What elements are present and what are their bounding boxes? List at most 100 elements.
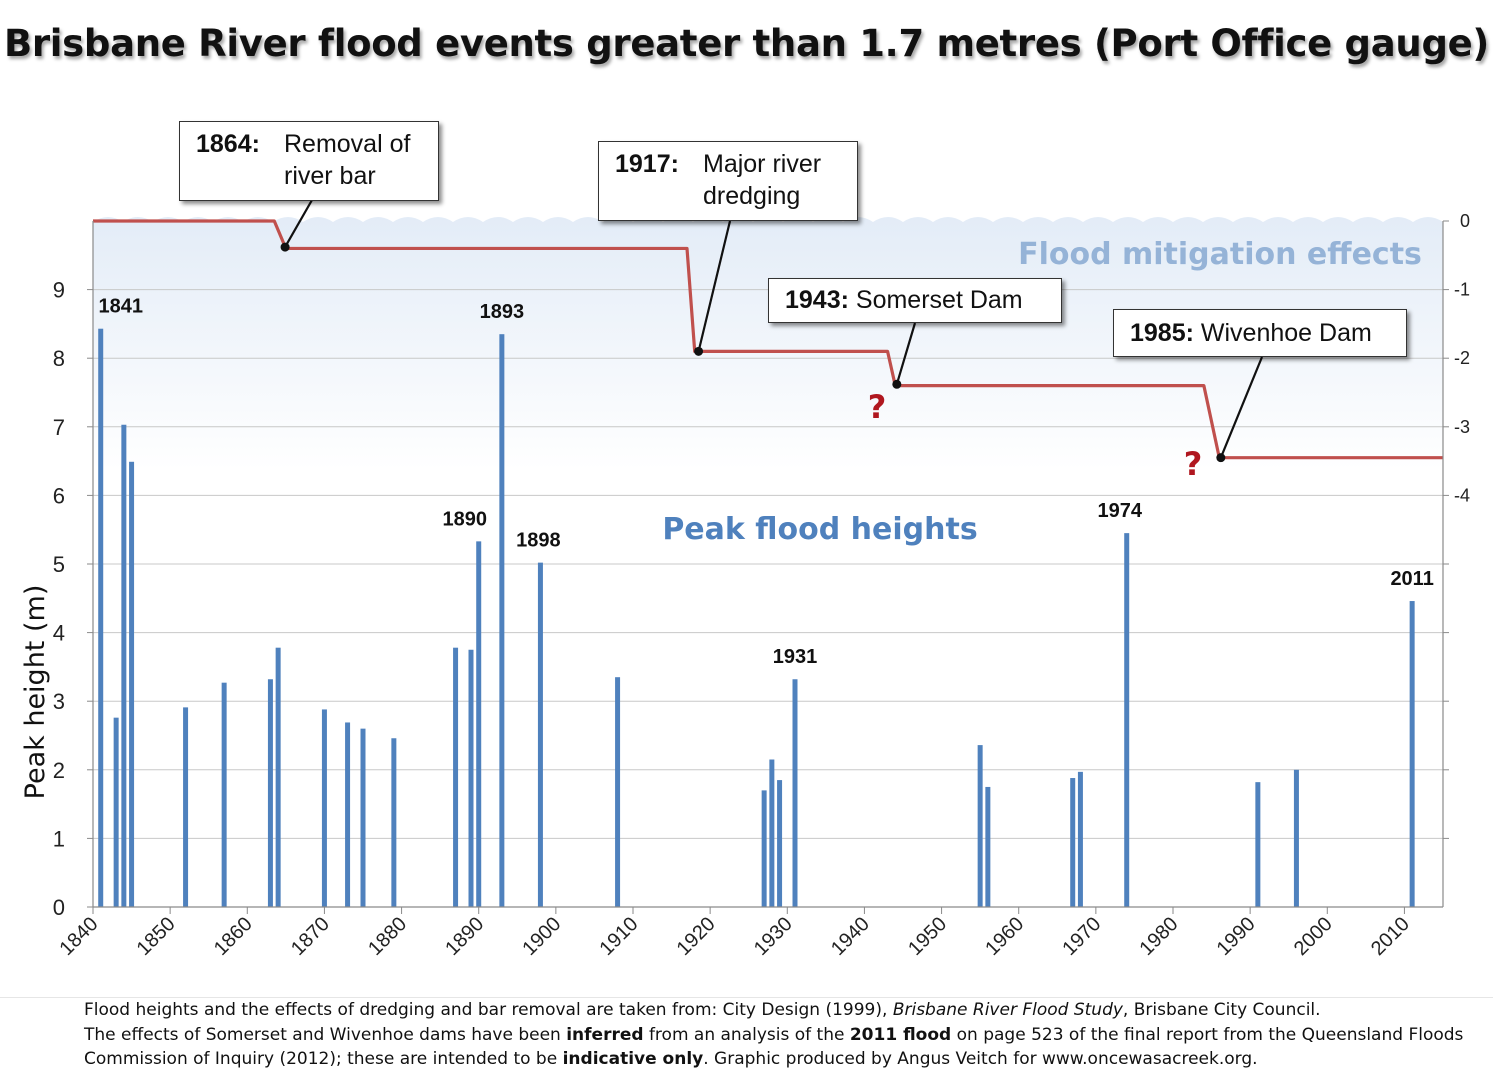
flood-bar-1890 (476, 541, 482, 907)
flood-bar-1967 (1070, 778, 1076, 907)
y-tick-label: 7 (53, 415, 65, 440)
flood-bar-1864 (275, 647, 281, 907)
callout-1864-year: 1864: (196, 130, 260, 158)
y-tick-label: 6 (53, 483, 65, 508)
y-tick-label: 8 (53, 346, 65, 371)
flood-bar-2011 (1409, 601, 1415, 907)
flood-bar-1996 (1293, 769, 1299, 907)
y-tick-label: 0 (53, 895, 65, 920)
x-tick-label: 1860 (210, 913, 257, 960)
question-mark-1985: ? (1184, 445, 1203, 483)
year-label-1890: 1890 (442, 508, 487, 530)
x-tick-label: 1960 (981, 913, 1028, 960)
footnote-line-1: Flood heights and the effects of dredgin… (84, 998, 1484, 1023)
footnote-text: . Graphic produced by Angus Veitch for w… (703, 1049, 1258, 1069)
callout-anchor-dot-1917 (694, 346, 704, 356)
chart-title: Brisbane River flood events greater than… (3, 22, 1490, 65)
callout-1864-text-line2: river bar (284, 162, 376, 190)
flood-bar-1857 (221, 682, 227, 907)
callout-1985-year: 1985: (1130, 319, 1194, 347)
callout-1943-year: 1943: (785, 286, 849, 314)
question-mark-1943: ? (868, 388, 887, 426)
flood-bar-1875 (360, 728, 366, 907)
callout-1985: 1985: Wivenhoe Dam (1113, 309, 1407, 357)
footnote-text: The effects of Somerset and Wivenhoe dam… (84, 1024, 567, 1045)
right-tick-label: -3 (1454, 417, 1470, 437)
callout-1917-text-line1: Major river (703, 150, 822, 178)
x-tick-label: 1890 (441, 913, 488, 960)
flood-bar-1870 (321, 709, 327, 907)
flood-bar-1893 (499, 334, 505, 907)
y-axis-label: Peak height (m) (20, 585, 51, 800)
callout-1917-year: 1917: (615, 150, 679, 178)
x-tick-label: 1980 (1136, 913, 1183, 960)
flood-bar-1843 (113, 717, 119, 907)
flood-bar-1931 (792, 679, 798, 907)
callout-anchor-dot-1985 (1216, 453, 1226, 463)
mitigation-step-line (93, 219, 1443, 460)
footnote-text: , Brisbane City Council. (1122, 1000, 1321, 1020)
year-label-1974: 1974 (1097, 500, 1142, 522)
flood-mitigation-label: Flood mitigation effects (1018, 237, 1422, 272)
flood-bar-1879 (391, 738, 397, 907)
right-tick-label: -2 (1454, 348, 1470, 368)
flood-bar-1956 (985, 786, 991, 907)
flood-bar-1974 (1124, 533, 1130, 907)
footnote-emphasis: inferred (566, 1024, 644, 1045)
callout-pointer-1985 (1219, 356, 1264, 459)
bar-annotations: 1841 1890 1893 1898 1931 1974 2011 (98, 296, 1433, 669)
water-surface-background (93, 217, 1443, 470)
callout-pointer-1917 (697, 220, 732, 352)
flood-bar-1852 (183, 707, 189, 907)
flood-bar-1927 (761, 790, 767, 907)
x-tick-label: 2000 (1290, 913, 1337, 960)
right-tick-label: 0 (1460, 211, 1470, 231)
x-tick-label: 1940 (827, 913, 874, 960)
footnote-study-title: Brisbane River Flood Study (892, 1000, 1123, 1020)
footnote-line-2: The effects of Somerset and Wivenhoe dam… (84, 1023, 1484, 1048)
flood-bar-1928 (769, 759, 775, 907)
x-tick-label: 1930 (750, 913, 797, 960)
callout-anchor-dot-1864 (280, 242, 290, 252)
y-tick-label: 4 (53, 621, 65, 646)
y-tick-label: 1 (53, 826, 65, 851)
y-tick-label: 3 (53, 689, 65, 714)
y-tick-label: 2 (53, 758, 65, 783)
flood-bar-1898 (537, 562, 543, 907)
callout-pointer-1943 (895, 322, 917, 385)
year-label-2011: 2011 (1390, 568, 1433, 590)
flood-bar-1845 (129, 461, 135, 907)
callout-anchor-dot-1943 (892, 379, 902, 389)
footnote-text: Flood heights and the effects of dredgin… (84, 1000, 893, 1020)
callout-1985-text: Wivenhoe Dam (1200, 319, 1372, 347)
x-tick-label: 1880 (364, 913, 411, 960)
callout-1917-text-line2: dredging (703, 182, 801, 210)
flood-bar-1841 (98, 328, 104, 907)
x-tick-label: 2010 (1367, 913, 1414, 960)
callout-1864: 1864: Removal of river bar (179, 121, 439, 201)
callout-1864-text-line1: Removal of (284, 130, 411, 158)
footnote-text: on page 523 of the final report from the… (951, 1024, 1464, 1045)
flood-bar-1908 (615, 677, 621, 907)
peak-flood-heights-label: Peak flood heights (662, 512, 977, 547)
callout-1943: 1943: Somerset Dam (768, 278, 1062, 323)
footnote-text: Commission of Inquiry (2012); these are … (84, 1049, 563, 1069)
x-tick-label: 1840 (56, 913, 103, 960)
callout-pointers (280, 199, 1264, 463)
flood-chart: 0 1 2 3 4 5 6 7 8 9 0 -1 -2 -3 -4 1840 1850 1860 1870 1880 1… (20, 199, 1470, 960)
mitigation-line-group (93, 219, 1443, 460)
flood-bar-1968 (1077, 771, 1083, 907)
callout-pointer-1864 (284, 199, 313, 248)
flood-bar-1991 (1255, 782, 1261, 907)
right-tick-label: -4 (1454, 485, 1470, 505)
y-tick-label: 5 (53, 552, 65, 577)
x-tick-label: 1990 (1213, 913, 1260, 960)
x-tick-label: 1900 (518, 913, 565, 960)
flood-bar-1929 (777, 780, 783, 907)
flood-bar-1955 (977, 745, 983, 907)
flood-bar-1887 (453, 647, 459, 907)
flood-bars (98, 328, 1415, 907)
x-tick-label: 1920 (673, 913, 720, 960)
flood-bar-1873 (345, 722, 351, 907)
footnote-divider (0, 997, 1493, 998)
